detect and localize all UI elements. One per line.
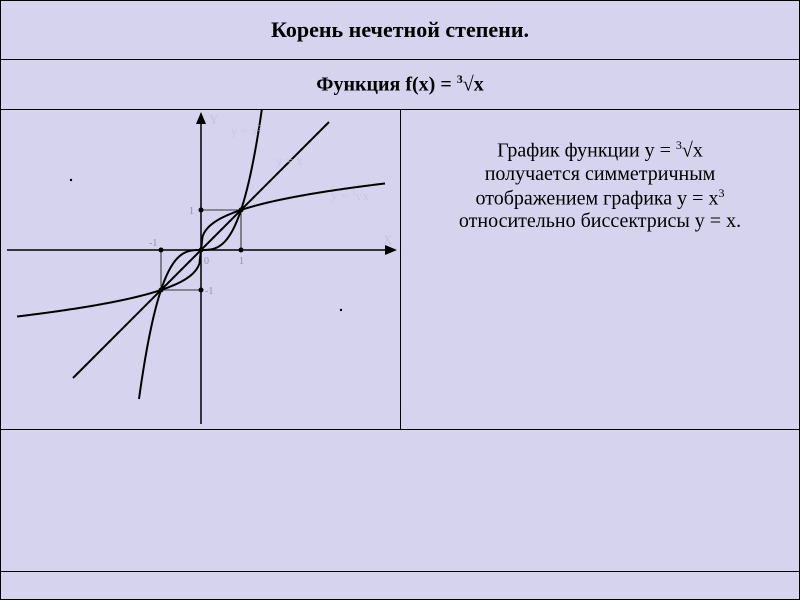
footer-row <box>0 572 800 600</box>
svg-text:y = 3√x: y = 3√x <box>331 188 369 203</box>
graph-cell: Y X 0 1 -1 1 -1 y = x y = x3 y = 3√x <box>1 110 401 429</box>
description-cell: График функции y = 3√x получается симмет… <box>401 110 799 429</box>
desc-line-3: отображением графика y = x3 <box>407 186 793 211</box>
svg-text:-1: -1 <box>149 238 157 249</box>
title-row-2: Функция f(x) = 3√x <box>0 60 800 110</box>
main-row: Y X 0 1 -1 1 -1 y = x y = x3 y = 3√x График функц… <box>0 110 800 430</box>
spacer-row <box>0 430 800 572</box>
svg-text:1: 1 <box>189 206 194 217</box>
graph-svg: Y X 0 1 -1 1 -1 y = x y = x3 y = 3√x <box>1 110 401 430</box>
svg-text:1: 1 <box>239 256 244 267</box>
svg-text:X: X <box>383 232 393 247</box>
svg-text:Y: Y <box>209 112 219 127</box>
svg-text:0: 0 <box>204 256 209 267</box>
title-1-text: Корень нечетной степени. <box>271 17 529 43</box>
title-row-1: Корень нечетной степени. <box>0 0 800 60</box>
svg-text:-1: -1 <box>205 286 213 297</box>
title-2-text: Функция f(x) = 3√x <box>316 72 483 97</box>
svg-text:y = x3: y = x3 <box>231 123 262 138</box>
page: Корень нечетной степени. Функция f(x) = … <box>0 0 800 600</box>
desc-line-4: относительно биссектрисы y = x. <box>407 210 793 233</box>
desc-line-2: получается симметричным <box>407 163 793 186</box>
desc-line-1: График функции y = 3√x <box>407 138 793 163</box>
svg-text:y = x: y = x <box>276 153 303 168</box>
